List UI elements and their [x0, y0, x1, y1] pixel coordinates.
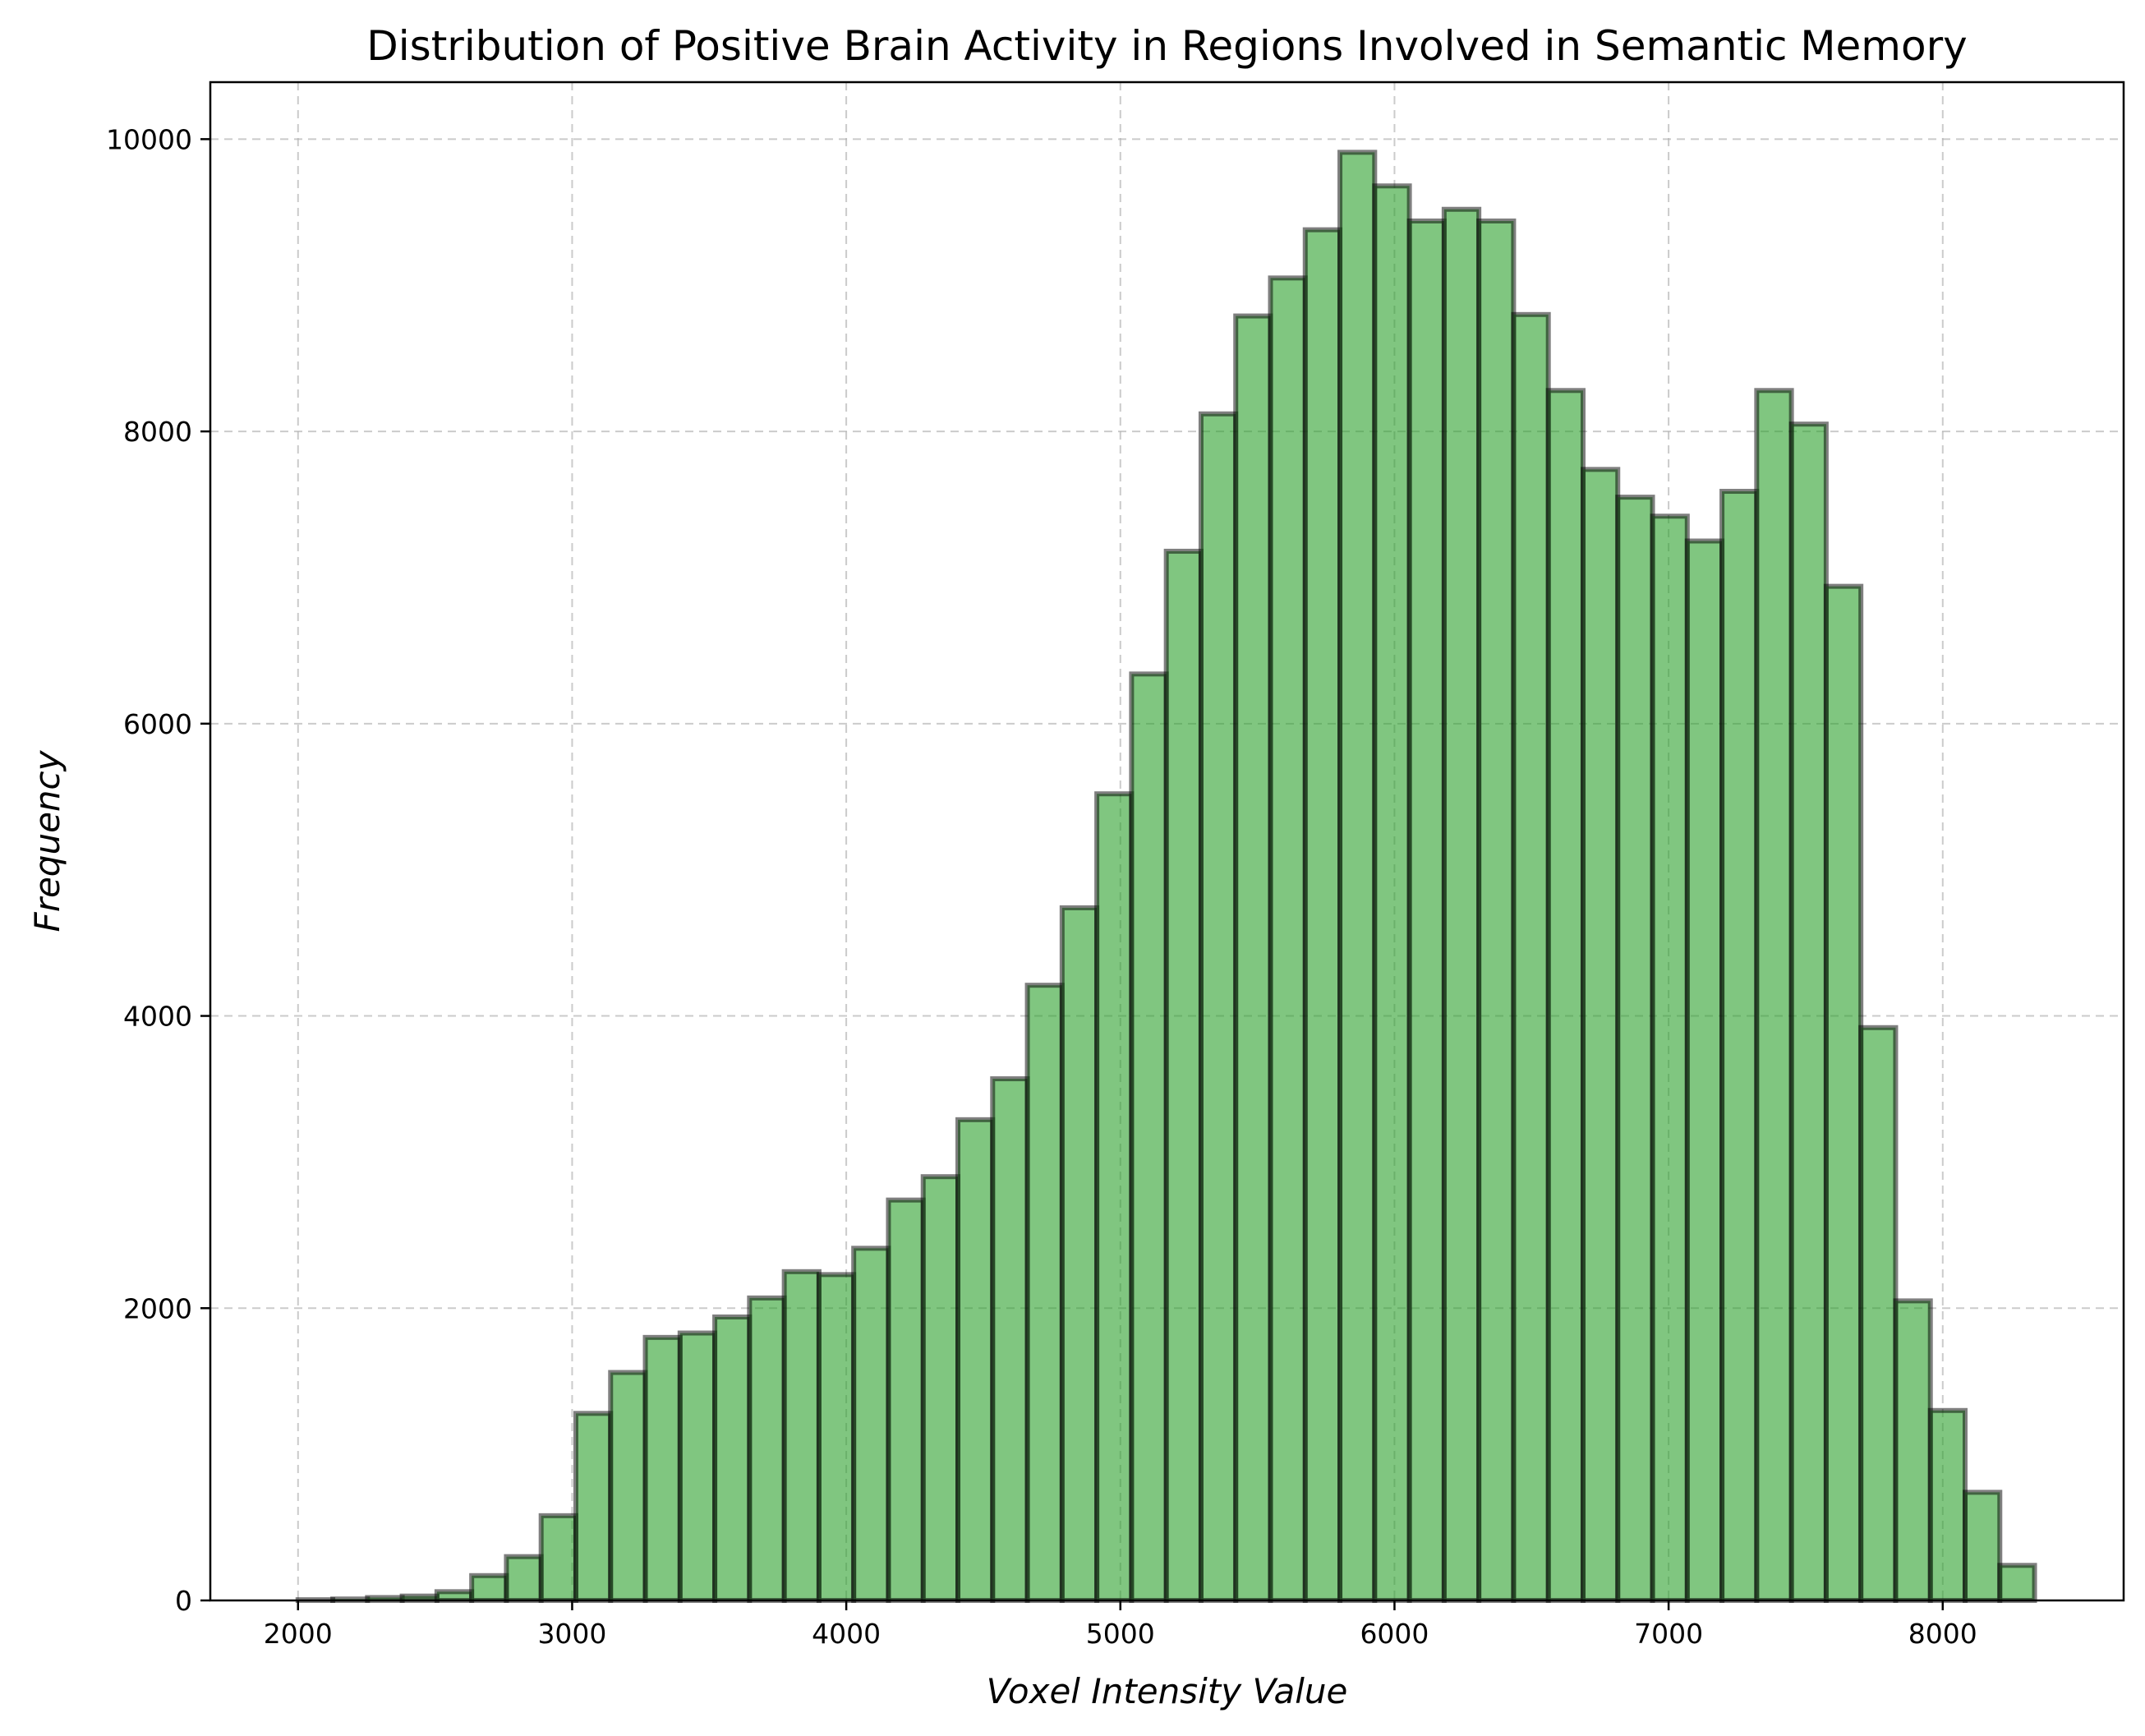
- histogram-bar: [1754, 388, 1794, 1603]
- histogram-bar: [1337, 150, 1378, 1604]
- y-tick-label: 10000: [106, 123, 192, 155]
- x-tick-label: 2000: [264, 1618, 333, 1650]
- x-tick-label: 6000: [1360, 1618, 1429, 1650]
- x-tick-label: 4000: [812, 1618, 881, 1650]
- y-tick-label: 4000: [123, 1001, 192, 1033]
- histogram-bar: [1788, 421, 1829, 1603]
- histogram-bar: [1823, 583, 1864, 1603]
- histogram-bar: [990, 1076, 1030, 1604]
- histogram-bars: [295, 150, 2037, 1604]
- histogram-bar: [469, 1573, 509, 1603]
- histogram-bar: [1129, 671, 1169, 1604]
- histogram-bar: [1997, 1563, 2037, 1603]
- plot-frame: [209, 81, 2125, 1602]
- histogram-bar: [781, 1269, 822, 1603]
- histogram-bar: [1858, 1025, 1899, 1603]
- histogram-bar: [747, 1295, 787, 1603]
- histogram-bar: [886, 1197, 926, 1603]
- histogram-bar: [1719, 489, 1760, 1603]
- histogram-bar: [642, 1334, 683, 1603]
- histogram-bar: [1024, 983, 1065, 1604]
- y-tick-label: 8000: [123, 416, 192, 448]
- histogram-bar: [504, 1554, 544, 1603]
- histogram-bar: [573, 1411, 614, 1604]
- x-tick-label: 8000: [1908, 1618, 1977, 1650]
- histogram-bar: [955, 1117, 996, 1603]
- x-tick-label: 5000: [1086, 1618, 1155, 1650]
- histogram-bar: [920, 1174, 961, 1603]
- histogram-bar: [816, 1272, 857, 1603]
- histogram-bar: [677, 1330, 718, 1604]
- histogram-bar: [1163, 548, 1204, 1603]
- histogram-bar: [1684, 538, 1725, 1603]
- histogram-bar: [712, 1314, 753, 1604]
- y-tick-label: 6000: [123, 708, 192, 740]
- histogram-bar: [1927, 1407, 1968, 1604]
- histogram-bar: [434, 1589, 475, 1604]
- histogram-bar: [1893, 1298, 1933, 1603]
- histogram-bar: [1615, 495, 1655, 1603]
- y-axis-ticks: 0 2000 4000 6000 8000 10000: [106, 123, 210, 1617]
- y-tick-label: 0: [175, 1585, 192, 1617]
- histogram-bar: [1198, 411, 1239, 1603]
- chart-title: Distribution of Positive Brain Activity …: [366, 22, 1968, 70]
- histogram-bar: [608, 1370, 648, 1603]
- x-axis-label: Voxel Intensity Value: [987, 1671, 1348, 1711]
- histogram-bar: [1650, 513, 1690, 1603]
- histogram-bar: [1268, 275, 1308, 1603]
- histogram-bar: [1094, 791, 1135, 1603]
- histogram-bar: [1233, 313, 1273, 1604]
- histogram-bar: [1476, 218, 1517, 1603]
- y-tick-label: 2000: [123, 1292, 192, 1324]
- histogram-bar: [1963, 1490, 2003, 1603]
- x-tick-label: 7000: [1634, 1618, 1703, 1650]
- histogram-bar: [851, 1246, 891, 1603]
- histogram-bar: [1059, 905, 1100, 1604]
- y-axis-label: Frequency: [27, 749, 67, 932]
- x-tick-label: 3000: [537, 1618, 606, 1650]
- histogram-bar: [1372, 183, 1412, 1603]
- histogram-bar: [538, 1513, 578, 1603]
- histogram-bar: [1511, 311, 1551, 1603]
- x-axis-ticks: 2000 3000 4000 5000 6000 7000 8000: [264, 1600, 1977, 1650]
- histogram-bar: [1406, 218, 1447, 1603]
- histogram-bar: [1580, 467, 1621, 1604]
- histogram-bar: [1302, 227, 1343, 1603]
- histogram-bar: [1545, 388, 1586, 1603]
- histogram-bar: [1441, 206, 1482, 1604]
